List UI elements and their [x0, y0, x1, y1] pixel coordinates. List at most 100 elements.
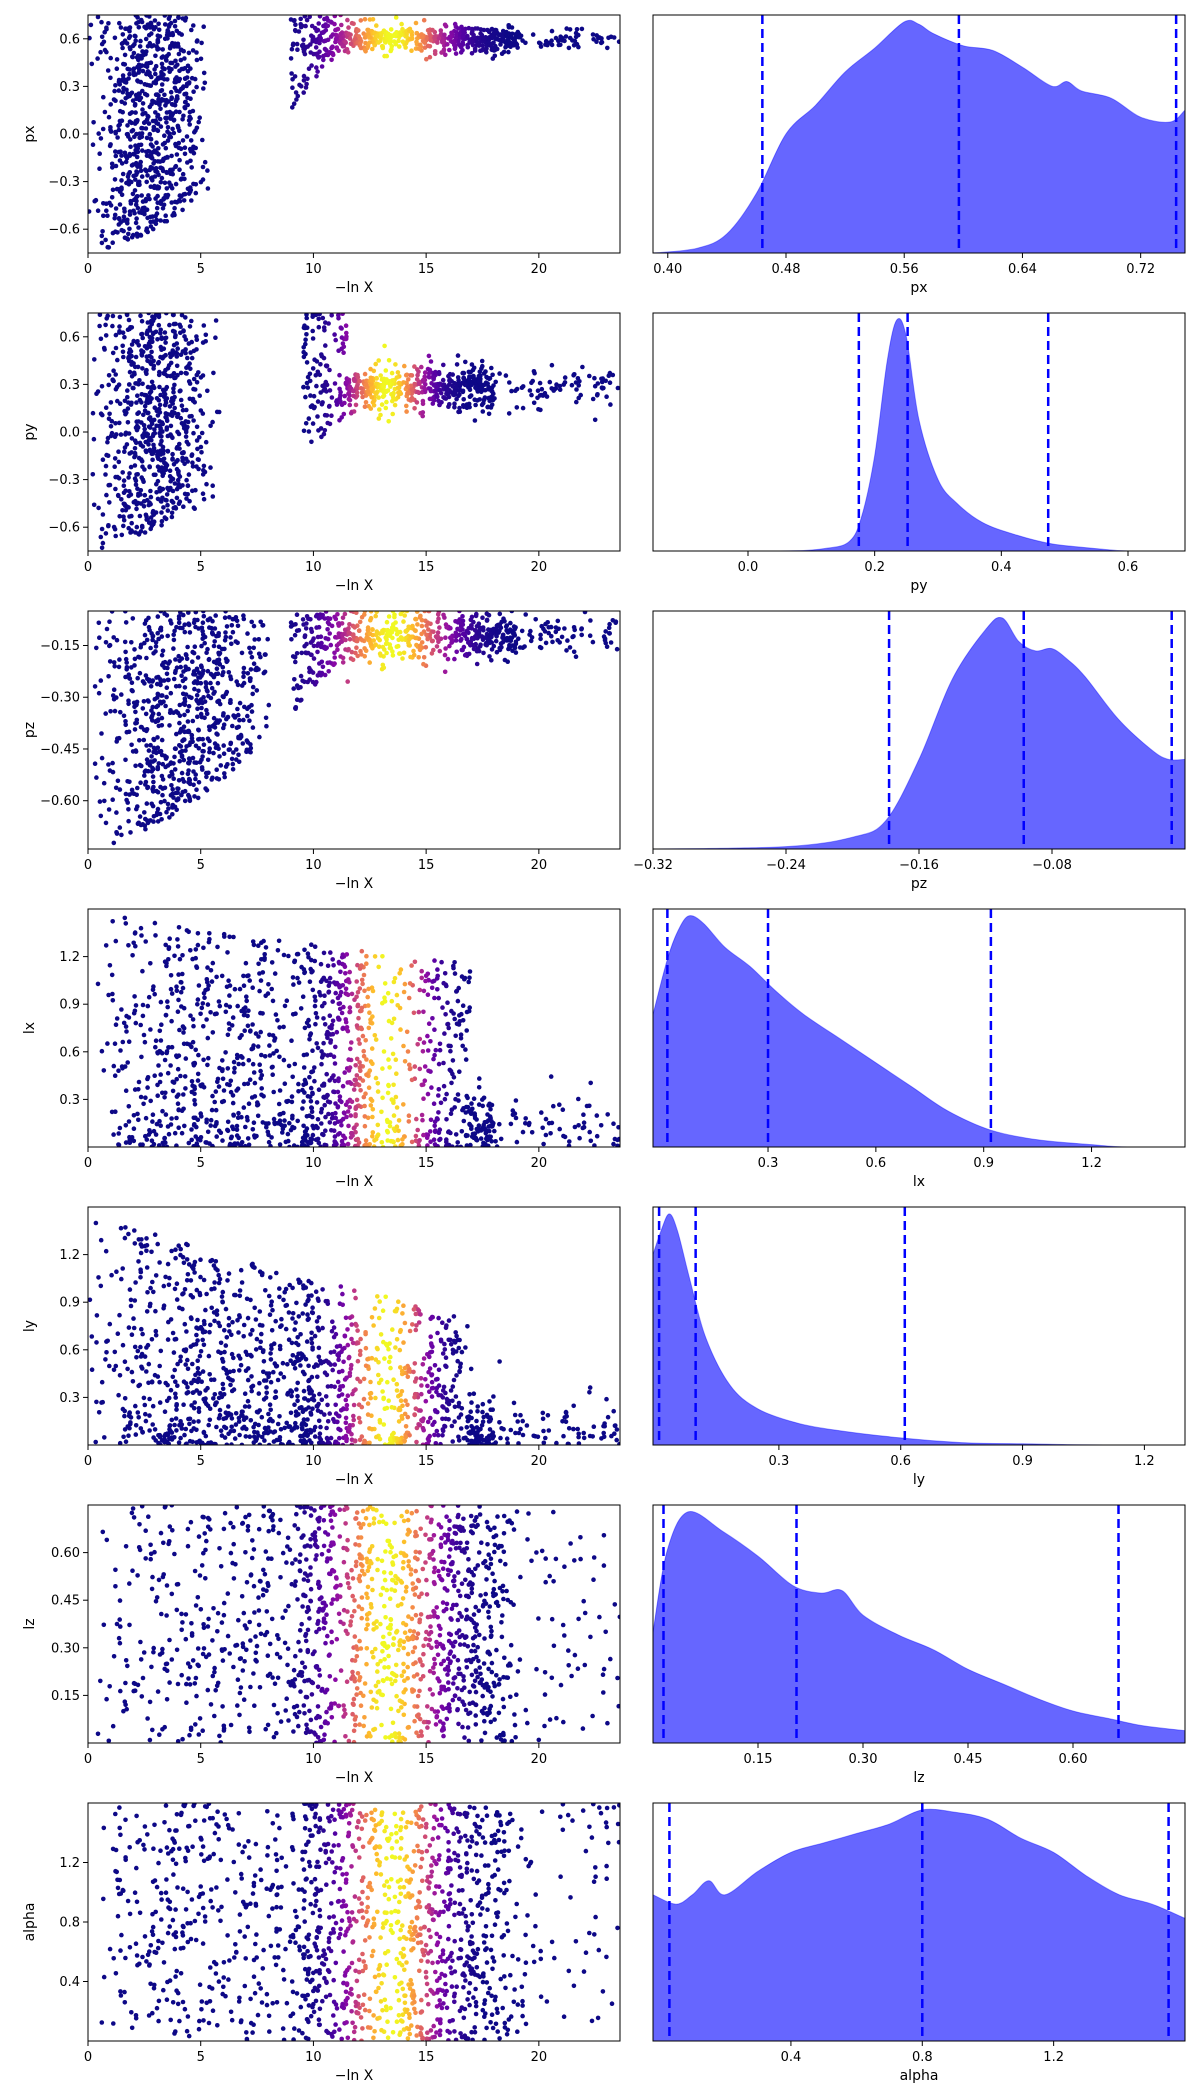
- pz-sample-point: [256, 667, 261, 672]
- py-sample-point: [409, 387, 415, 393]
- py-posterior-xlabel: py: [910, 578, 927, 594]
- px-sample-point: [168, 60, 173, 66]
- px-posterior-axes-frame: [652, 14, 1186, 254]
- pz-sample-point: [138, 644, 143, 650]
- px-sample-point: [428, 38, 434, 43]
- px-sample-point: [333, 39, 338, 45]
- px-sample-point: [345, 50, 351, 55]
- py-sample-point: [190, 464, 196, 469]
- py-sample-point: [190, 396, 196, 402]
- px-sample-point: [400, 39, 406, 44]
- lx-sample-point: [300, 1106, 305, 1111]
- px-sample-point: [162, 180, 168, 186]
- pz-sample-point: [198, 697, 204, 702]
- pz-sample-point: [336, 631, 342, 636]
- py-sample-point: [457, 387, 463, 393]
- pz-sample-point: [155, 745, 161, 750]
- py-sample-point: [194, 438, 200, 443]
- py-sample-point: [127, 514, 132, 519]
- px-sample-point: [460, 27, 466, 32]
- py-sample-point: [184, 407, 189, 413]
- pz-sample-point: [146, 699, 151, 704]
- py-sample-point: [396, 390, 401, 395]
- lx-sample-point: [281, 952, 287, 958]
- lx-sample-point: [195, 1002, 200, 1007]
- lx-sample-point: [281, 1024, 286, 1030]
- px-sample-point: [155, 47, 160, 52]
- px-sample-point: [191, 89, 196, 94]
- lx-sample-point: [466, 979, 472, 985]
- lx-sample-point: [176, 972, 181, 977]
- px-sample-point: [292, 18, 297, 23]
- py-sample-point: [334, 399, 339, 404]
- pz-sample-point: [226, 670, 232, 675]
- pz-sample-point: [442, 652, 448, 658]
- py-sample-point: [152, 430, 158, 436]
- lx-sample-point: [494, 1144, 500, 1147]
- pz-sample-point: [500, 634, 506, 639]
- px-sample-point: [124, 236, 130, 242]
- py-sample-point: [140, 381, 145, 387]
- py-sample-point: [121, 483, 127, 489]
- py-sample-point: [131, 370, 137, 376]
- py-sample-point: [149, 349, 154, 355]
- px-sample-point: [169, 96, 174, 102]
- py-sample-point: [141, 504, 147, 509]
- px-sample-point: [127, 226, 132, 232]
- px-sample-point: [108, 75, 113, 81]
- py-sample-point: [307, 371, 313, 377]
- px-sample-point: [316, 21, 322, 26]
- py-sample-point: [197, 435, 202, 440]
- py-sample-point: [145, 497, 150, 503]
- px-sample-point: [553, 35, 559, 41]
- lx-sample-point: [423, 973, 429, 979]
- pz-sample-point: [294, 651, 300, 656]
- py-sample-point: [134, 400, 139, 405]
- py-sample-point: [529, 392, 534, 398]
- py-sample-point: [422, 370, 428, 375]
- py-sample-point: [503, 373, 509, 378]
- pz-sample-point: [198, 663, 204, 668]
- py-sample-point: [301, 325, 307, 331]
- pz-sample-point: [128, 830, 133, 835]
- pz-sample-point: [164, 809, 169, 815]
- py-sample-point: [576, 383, 581, 388]
- pz-sample-point: [417, 643, 423, 648]
- pz-sample-point: [263, 652, 268, 657]
- py-sample-point: [314, 359, 320, 364]
- px-sample-point: [191, 181, 196, 187]
- lx-sample-point: [312, 1065, 317, 1070]
- px-sample-point: [88, 22, 94, 28]
- lx-sample-point: [175, 944, 181, 949]
- pz-sample-point: [314, 679, 319, 685]
- lx-sample-point: [308, 1099, 314, 1104]
- pz-sample-point: [185, 771, 191, 777]
- px-sample-point: [306, 66, 312, 71]
- px-sample-point: [148, 60, 154, 65]
- lx-sample-point: [266, 982, 271, 987]
- pz-sample-point: [205, 736, 211, 741]
- lx-sample-point: [370, 1114, 375, 1120]
- pz-sample-point: [511, 624, 517, 629]
- px-sample-point: [147, 196, 152, 202]
- pz-sample-point: [260, 623, 265, 628]
- py-sample-point: [157, 384, 162, 390]
- pz-sample-point: [195, 795, 201, 801]
- pz-sample-point: [144, 801, 150, 806]
- pz-sample-point: [194, 667, 200, 672]
- py-sample-point: [301, 428, 307, 434]
- pz-sample-point: [469, 635, 475, 641]
- pz-sample-point: [166, 677, 171, 683]
- pz-sample-point: [196, 780, 202, 785]
- py-sample-point: [101, 345, 107, 351]
- lx-sample-point: [208, 1117, 214, 1123]
- px-sample-point: [165, 138, 171, 143]
- pz-sample-point: [192, 794, 197, 799]
- lx-sample-point: [218, 1130, 224, 1135]
- px-sample-point: [376, 40, 381, 45]
- py-sample-point: [126, 382, 132, 387]
- lx-sample-point: [337, 1006, 343, 1012]
- py-sample-point: [191, 418, 196, 423]
- lx-sample-point: [319, 1061, 324, 1067]
- px-sample-point: [503, 40, 508, 45]
